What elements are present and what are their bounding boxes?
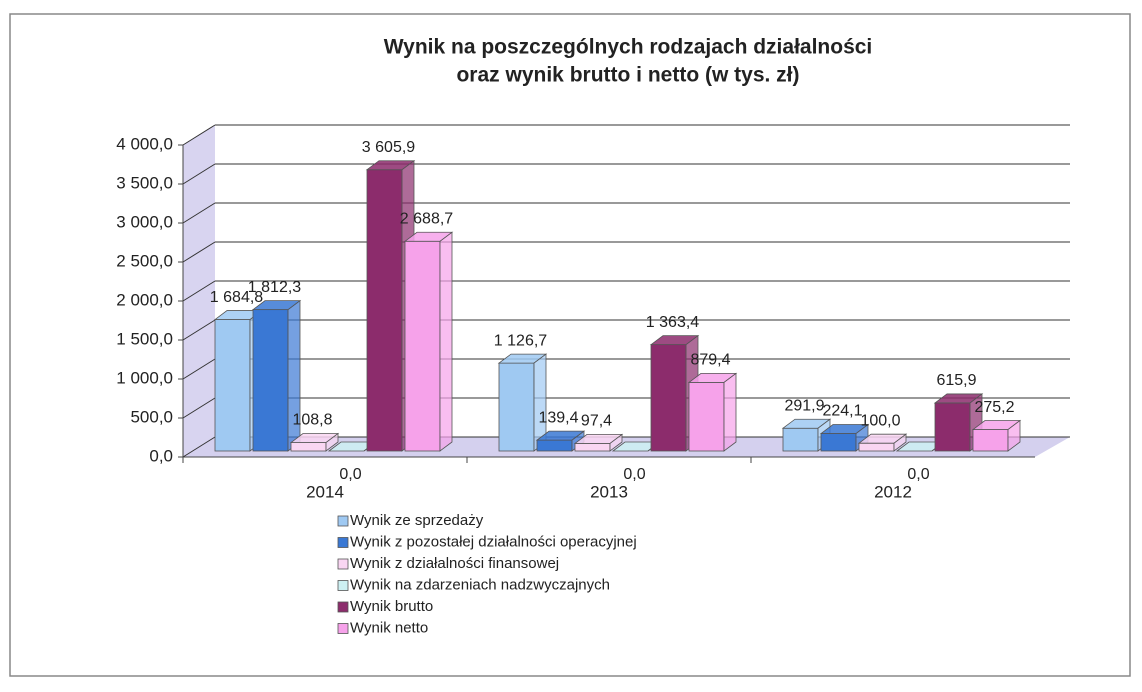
- data-label: 2 688,7: [400, 211, 453, 228]
- data-label: 3 605,9: [362, 139, 415, 156]
- y-tick-label: 500,0: [130, 407, 173, 426]
- legend-swatch: [337, 515, 349, 527]
- y-tick-label: 2 000,0: [116, 290, 173, 309]
- bar: [782, 427, 819, 452]
- y-tick-label: 0,0: [149, 446, 173, 465]
- x-tick-label: 2014: [306, 482, 344, 501]
- y-tick-label: 2 500,0: [116, 251, 173, 270]
- bar: [252, 309, 289, 452]
- grid-line: [182, 202, 216, 224]
- chart-title: oraz wynik brutto i netto (w tys. zł): [456, 64, 799, 87]
- bar-side: [893, 433, 907, 452]
- legend-label: Wynik z pozostałej działalności operacyj…: [350, 533, 637, 550]
- bar-side: [325, 432, 339, 452]
- data-label: 275,2: [974, 399, 1014, 416]
- y-tick-label: 3 500,0: [116, 173, 173, 192]
- bar: [574, 443, 611, 452]
- legend-label: Wynik netto: [350, 619, 428, 636]
- data-label: 0,0: [339, 466, 361, 483]
- legend-swatch: [337, 601, 349, 613]
- grid-line: [182, 124, 216, 146]
- x-tick-label: 2013: [590, 482, 628, 501]
- data-label: 1 684,8: [210, 289, 263, 306]
- legend-swatch: [337, 580, 349, 591]
- y-tick-label: 4 000,0: [116, 134, 173, 153]
- data-label: 100,0: [860, 412, 900, 429]
- legend-swatch: [337, 623, 349, 634]
- bar: [214, 319, 251, 452]
- bar: [650, 344, 687, 452]
- bar-side: [609, 433, 623, 452]
- bar: [858, 442, 895, 452]
- bar: [688, 382, 725, 452]
- legend-label: Wynik ze sprzedaży: [350, 512, 484, 529]
- bar: [290, 442, 327, 452]
- legend-label: Wynik brutto: [350, 598, 433, 615]
- legend-swatch: [337, 558, 349, 570]
- data-label: 615,9: [936, 372, 976, 389]
- bar: [972, 429, 1009, 452]
- grid-line: [182, 397, 216, 419]
- grid-line: [182, 241, 216, 263]
- legend-swatch: [337, 537, 349, 548]
- bar-side: [439, 231, 453, 452]
- bar-side: [723, 372, 737, 452]
- data-label: 139,4: [538, 409, 578, 426]
- bar: [498, 362, 535, 452]
- data-label: 1 126,7: [494, 332, 547, 349]
- data-label: 0,0: [623, 466, 645, 483]
- y-tick-label: 1 000,0: [116, 368, 173, 387]
- data-label: 1 363,4: [646, 314, 699, 331]
- chart-title: Wynik na poszczególnych rodzajach działa…: [384, 36, 873, 59]
- legend-label: Wynik na zdarzeniach nadzwyczajnych: [350, 576, 610, 593]
- bar: [536, 439, 573, 452]
- grid-line: [182, 280, 216, 302]
- bar: [934, 402, 971, 452]
- data-label: 0,0: [907, 466, 929, 483]
- bar-side: [1007, 419, 1021, 452]
- grid-line: [182, 358, 216, 380]
- x-tick-label: 2012: [874, 482, 912, 501]
- data-label: 1 812,3: [248, 279, 301, 296]
- bar: [820, 433, 857, 452]
- bar: [404, 240, 441, 452]
- y-tick-label: 3 000,0: [116, 212, 173, 231]
- grid-line: [182, 319, 216, 341]
- grid-line: [182, 436, 216, 458]
- legend-label: Wynik z działalności finansowej: [350, 555, 559, 572]
- bar: [366, 169, 403, 452]
- data-label: 97,4: [581, 413, 612, 430]
- data-label: 108,8: [292, 412, 332, 429]
- data-label: 224,1: [822, 403, 862, 420]
- grid-line: [182, 163, 216, 185]
- y-tick-label: 1 500,0: [116, 329, 173, 348]
- data-label: 291,9: [784, 397, 824, 414]
- data-label: 879,4: [690, 352, 730, 369]
